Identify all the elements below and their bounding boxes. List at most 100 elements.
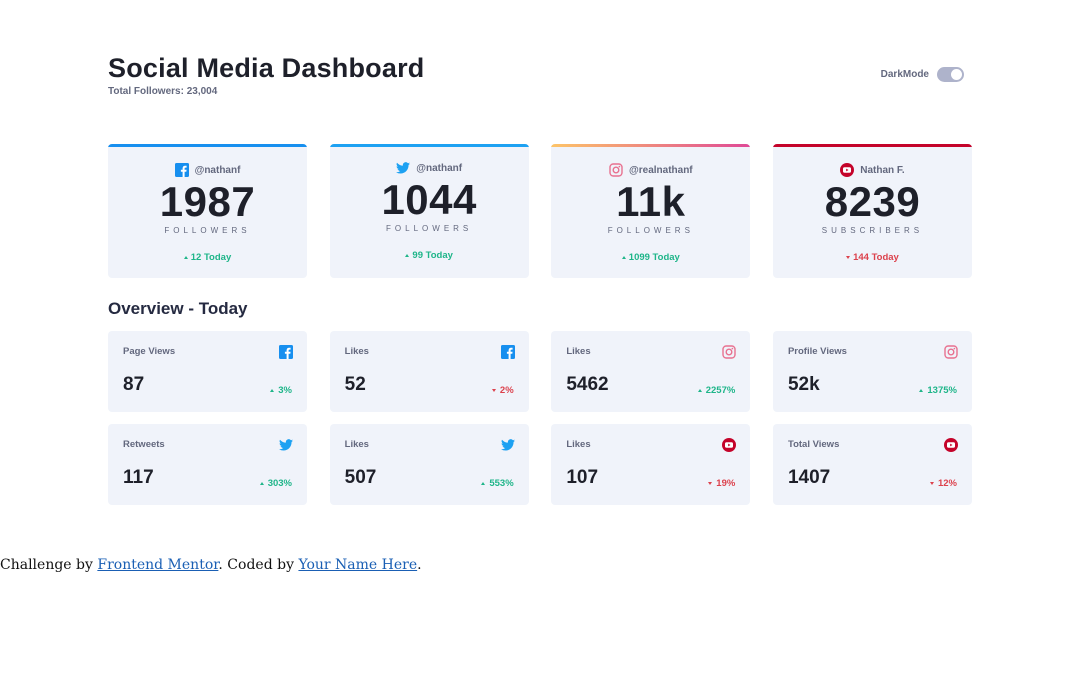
attribution-suffix: .	[417, 557, 422, 573]
overview-percent: 2257%	[705, 385, 736, 396]
overview-value: 87	[123, 374, 145, 395]
arrow-up-icon	[621, 256, 626, 259]
card-today: 12 Today	[108, 252, 307, 263]
follower-cards: @nathanf 1987 FOLLOWERS 12 Today @nathanf 104…	[108, 144, 972, 278]
instagram-icon	[722, 345, 737, 364]
card-count: 1987	[159, 178, 256, 225]
arrow-up-icon	[259, 482, 264, 485]
overview-card[interactable]: Likes 507 553%	[329, 424, 529, 505]
overview-label: Total Views	[787, 439, 840, 450]
dark-mode-label: DarkMode	[880, 69, 929, 80]
arrow-up-icon	[183, 256, 188, 259]
arrow-down-icon	[929, 482, 934, 485]
instagram-icon	[944, 345, 958, 364]
card-handle: @nathanf	[194, 164, 241, 176]
card-facebook[interactable]: @nathanf 1987 FOLLOWERS 12 Today	[108, 144, 307, 278]
overview-card[interactable]: Likes 5462 2257%	[551, 331, 751, 412]
card-count: 1044	[381, 176, 477, 223]
overview-label: Likes	[566, 346, 591, 357]
card-today: 99 Today	[330, 250, 529, 261]
facebook-icon	[174, 163, 189, 177]
overview-value: 5462	[566, 374, 609, 395]
facebook-icon	[279, 345, 293, 364]
card-handle: @nathanf	[416, 162, 463, 174]
overview-value: 1407	[787, 467, 831, 488]
card-unit: FOLLOWERS	[164, 226, 251, 235]
frontend-mentor-link[interactable]: Frontend Mentor	[97, 557, 219, 573]
card-handle-row: @nathanf	[108, 163, 307, 177]
overview-card[interactable]: Total Views 1407 12%	[772, 424, 972, 505]
overview-change: 19%	[708, 478, 735, 489]
overview-percent: 2%	[499, 385, 514, 396]
overview-change: 1375%	[919, 385, 957, 396]
card-unit: FOLLOWERS	[607, 226, 694, 235]
arrow-up-icon	[481, 482, 486, 485]
card-today-value: 144 Today	[853, 252, 899, 263]
card-count: 11k	[616, 178, 686, 225]
toggle-knob	[951, 69, 962, 80]
card-youtube[interactable]: Nathan F. 8239 SUBSCRIBERS 144 Today	[772, 144, 972, 278]
arrow-down-icon	[491, 389, 496, 392]
attribution-middle: . Coded by	[218, 557, 299, 573]
card-unit: FOLLOWERS	[386, 224, 473, 233]
card-twitter[interactable]: @nathanf 1044 FOLLOWERS 99 Today	[329, 144, 529, 278]
overview-percent: 12%	[937, 478, 957, 489]
overview-change: 12%	[929, 478, 957, 489]
header: Social Media Dashboard Total Followers: …	[108, 52, 972, 97]
arrow-down-icon	[846, 256, 851, 259]
youtube-icon	[943, 438, 958, 457]
instagram-icon	[609, 163, 623, 177]
card-handle: @realnathanf	[628, 164, 693, 176]
overview-card[interactable]: Profile Views 52k 1375%	[772, 331, 972, 412]
dark-mode-control: DarkMode	[881, 67, 964, 82]
card-handle: Nathan F.	[860, 164, 905, 176]
arrow-up-icon	[919, 389, 924, 392]
card-today-value: 99 Today	[412, 250, 453, 261]
card-instagram[interactable]: @realnathanf 11k FOLLOWERS 1099 Today	[551, 144, 751, 278]
overview-card[interactable]: Likes 107 19%	[551, 424, 751, 505]
youtube-icon	[722, 438, 737, 457]
attribution: Challenge by Frontend Mentor. Coded by Y…	[0, 557, 422, 573]
card-unit: SUBSCRIBERS	[821, 226, 924, 235]
author-link[interactable]: Your Name Here	[298, 557, 418, 573]
card-accent-bar	[329, 144, 529, 147]
overview-change: 2257%	[697, 385, 736, 396]
overview-change: 303%	[259, 478, 292, 489]
overview-card[interactable]: Likes 52 2%	[329, 331, 529, 412]
dark-mode-toggle[interactable]	[937, 67, 964, 82]
total-followers: Total Followers: 23,004	[108, 86, 218, 97]
overview-label: Likes	[344, 346, 369, 357]
card-accent-bar	[772, 144, 972, 147]
facebook-icon	[500, 345, 515, 364]
overview-value: 52k	[787, 374, 820, 395]
overview-label: Likes	[344, 439, 369, 450]
overview-title: Overview - Today	[108, 299, 248, 318]
page-title: Social Media Dashboard	[108, 53, 425, 83]
overview-label: Likes	[566, 439, 591, 450]
card-today: 1099 Today	[551, 252, 750, 263]
overview-label: Retweets	[123, 439, 165, 450]
twitter-icon	[500, 438, 515, 457]
overview-card[interactable]: Page Views 87 3%	[108, 331, 307, 412]
twitter-icon	[396, 161, 411, 175]
overview-card[interactable]: Retweets 117 303%	[108, 424, 307, 505]
overview-value: 507	[344, 467, 377, 488]
overview-change: 553%	[481, 478, 514, 489]
arrow-down-icon	[708, 482, 713, 485]
card-today: 144 Today	[773, 252, 972, 263]
card-accent-bar	[551, 144, 751, 147]
overview-percent: 303%	[267, 478, 292, 489]
overview-percent: 3%	[278, 385, 292, 396]
overview-grid: Page Views 87 3% Likes 52 2% Likes 5462 2257% Pro…	[108, 331, 972, 505]
overview-percent: 553%	[489, 478, 514, 489]
card-count: 8239	[824, 178, 921, 225]
overview-value: 117	[123, 467, 154, 488]
twitter-icon	[279, 438, 293, 457]
attribution-prefix: Challenge by	[0, 557, 98, 573]
overview-value: 52	[344, 374, 366, 395]
overview-change: 3%	[270, 385, 292, 396]
card-handle-row: @realnathanf	[551, 163, 750, 177]
arrow-up-icon	[697, 389, 702, 392]
overview-label: Profile Views	[787, 346, 847, 357]
card-handle-row: Nathan F.	[773, 163, 972, 177]
